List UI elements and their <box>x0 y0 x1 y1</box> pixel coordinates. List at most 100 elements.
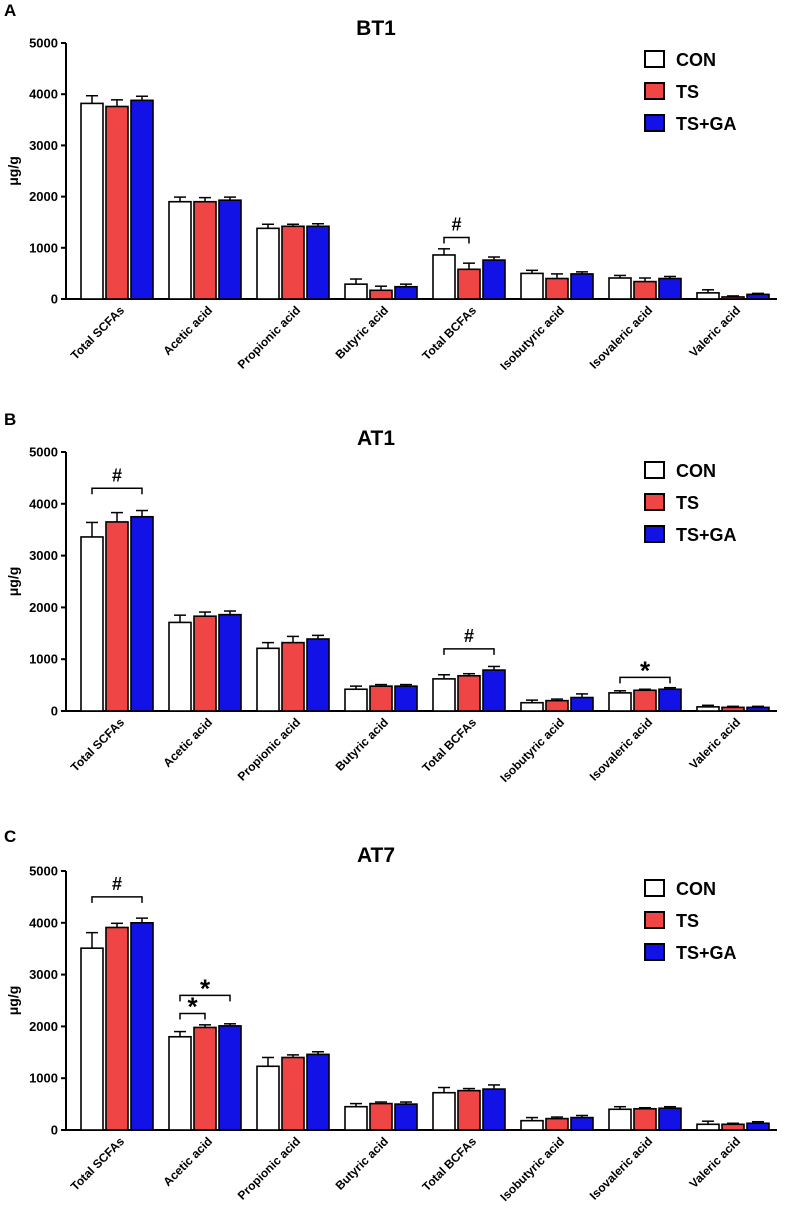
legend-swatch <box>644 50 665 68</box>
legend-swatch <box>644 493 665 511</box>
significance-bracket <box>443 648 495 655</box>
legend-label: CON <box>676 50 716 70</box>
x-tick-label: Total SCFAs <box>68 1134 127 1193</box>
bar-ts-ga <box>218 613 242 712</box>
y-axis-label: μg/g <box>5 156 21 186</box>
bar-ts-ga <box>130 99 154 300</box>
bar-con <box>256 647 280 712</box>
chart-title: BT1 <box>356 17 396 40</box>
y-axis-label: μg/g <box>5 986 21 1016</box>
bar-ts <box>633 689 657 712</box>
bar-con <box>80 947 104 1131</box>
legend-label: TS+GA <box>676 525 737 545</box>
bar-ts-ga <box>394 685 418 712</box>
x-tick-label: Butyric acid <box>333 1134 391 1192</box>
bar-ts-ga <box>130 515 154 712</box>
x-tick-label: Propionic acid <box>235 715 303 783</box>
bar-ts <box>193 200 217 300</box>
bar-ts <box>281 641 305 712</box>
significance-mark: * <box>640 655 651 685</box>
x-tick-label: Butyric acid <box>333 715 391 773</box>
bar-con <box>520 701 544 712</box>
significance-bracket <box>179 1012 206 1020</box>
y-tick-label: 4000 <box>29 915 58 930</box>
bar-ts-ga <box>218 1025 242 1131</box>
bar-con <box>696 292 720 300</box>
bar-ts-ga <box>482 1088 506 1131</box>
panel-label: B <box>4 410 16 429</box>
x-tick-label: Isovaleric acid <box>587 715 655 783</box>
significance-mark: * <box>200 973 211 1003</box>
x-tick-label: Isobutyric acid <box>497 715 567 785</box>
bar-ts <box>457 268 481 300</box>
bar-ts-ga <box>130 921 154 1131</box>
bar-ts <box>457 1089 481 1131</box>
x-tick-label: Total BCFAs <box>419 1134 479 1194</box>
bar-ts <box>721 706 745 712</box>
chart-title: AT1 <box>357 427 395 450</box>
bar-ts-ga <box>306 1053 330 1131</box>
legend-label: CON <box>676 879 716 899</box>
bar-ts-ga <box>746 706 770 712</box>
bar-con <box>696 706 720 712</box>
y-tick-label: 3000 <box>29 138 58 153</box>
x-tick-label: Valeric acid <box>687 1134 744 1191</box>
legend-label: CON <box>676 461 716 481</box>
x-tick-label: Isobutyric acid <box>497 303 567 373</box>
bar-con <box>432 678 456 712</box>
x-tick-label: Acetic acid <box>160 715 215 770</box>
y-tick-label: 5000 <box>29 445 58 460</box>
bar-ts <box>105 926 129 1131</box>
panel-b: B AT1 0 1000 2000 3000 4000 5000 μg/g Total SCFAs… <box>4 410 777 785</box>
y-tick-label: 0 <box>51 292 58 307</box>
x-tick-label: Valeric acid <box>687 303 744 360</box>
x-tick-label: Isovaleric acid <box>587 1134 655 1202</box>
bar-con <box>432 1091 456 1131</box>
bar-con <box>256 227 280 300</box>
bar-ts-ga <box>482 259 506 300</box>
x-tick-label: Acetic acid <box>160 1134 215 1189</box>
bar-ts-ga <box>306 225 330 300</box>
bar-con <box>256 1065 280 1131</box>
y-tick-label: 5000 <box>29 36 58 51</box>
x-tick-label: Valeric acid <box>687 715 744 772</box>
bar-ts-ga <box>394 285 418 300</box>
significance-mark: * <box>187 991 198 1021</box>
y-tick-label: 3000 <box>29 967 58 982</box>
panel-a: A BT1 0 1000 2000 3000 4000 5000 μg/g Total SCFAs… <box>4 1 777 373</box>
x-tick-label: Propionic acid <box>235 1134 303 1202</box>
x-tick-label: Total BCFAs <box>419 715 479 775</box>
significance-bracket <box>179 994 231 1002</box>
bar-con <box>80 102 104 300</box>
bar-ts <box>633 1107 657 1131</box>
significance-bracket <box>443 236 470 244</box>
x-tick-label: Total SCFAs <box>68 303 127 362</box>
bar-con <box>168 1035 192 1131</box>
significance-mark: # <box>112 874 122 894</box>
bar-ts <box>545 277 569 300</box>
legend-label: TS <box>676 82 699 102</box>
bar-ts-ga <box>658 277 682 300</box>
bar-ts <box>193 615 217 712</box>
panel-label: A <box>4 1 16 20</box>
bar-con <box>696 1123 720 1131</box>
x-tick-label: Isovaleric acid <box>587 303 655 371</box>
bar-ts <box>105 105 129 300</box>
bar-con <box>520 272 544 300</box>
legend-label: TS <box>676 493 699 513</box>
legend-label: TS+GA <box>676 114 737 134</box>
bar-ts <box>281 1056 305 1131</box>
legend-swatch <box>644 82 665 100</box>
panel-label: C <box>4 827 16 846</box>
bar-ts <box>545 699 569 712</box>
y-axis-label: μg/g <box>5 567 21 597</box>
bar-ts <box>545 1117 569 1131</box>
bar-ts-ga <box>658 1107 682 1131</box>
legend-swatch <box>644 525 665 543</box>
y-tick-label: 5000 <box>29 864 58 879</box>
legend-swatch <box>644 879 665 897</box>
bar-ts-ga <box>394 1103 418 1131</box>
legend-label: TS <box>676 911 699 931</box>
y-tick-label: 2000 <box>29 1019 58 1034</box>
